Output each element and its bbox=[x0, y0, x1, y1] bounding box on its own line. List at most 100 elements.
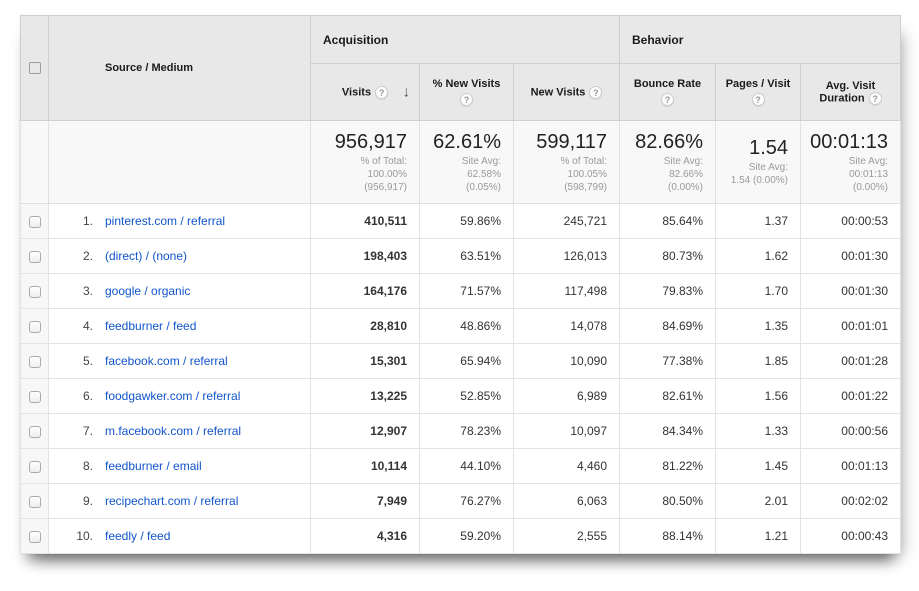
row-checkbox[interactable] bbox=[28, 390, 41, 403]
new-visits-cell: 6,989 bbox=[512, 378, 621, 414]
select-all-checkbox-cell bbox=[20, 15, 49, 121]
table-row: 10. feedly / feed 4,316 59.20% 2,555 88.1… bbox=[20, 518, 902, 554]
pages-visit-cell: 1.37 bbox=[715, 203, 802, 239]
pages-visit-cell: 1.70 bbox=[715, 273, 802, 309]
row-number: 2. bbox=[82, 249, 93, 263]
pages-visit-cell: 1.33 bbox=[715, 413, 802, 449]
row-number: 6. bbox=[82, 389, 93, 403]
summary-pct-new-visits-cell: 62.61% Site Avg: 62.58% (0.05%) bbox=[419, 120, 514, 204]
group-header-behavior: Behavior bbox=[619, 15, 902, 64]
row-checkbox-cell bbox=[20, 343, 49, 379]
help-icon[interactable]: ? bbox=[868, 91, 882, 105]
source-medium-cell: 10. feedly / feed bbox=[48, 518, 311, 554]
row-checkbox[interactable] bbox=[28, 495, 41, 508]
source-medium-link[interactable]: google / organic bbox=[105, 284, 191, 298]
row-checkbox[interactable] bbox=[28, 530, 41, 543]
row-checkbox-cell bbox=[20, 308, 49, 344]
bounce-rate-cell: 82.61% bbox=[619, 378, 717, 414]
summary-new-visits-value: 599,117 bbox=[536, 130, 608, 153]
column-header-bounce-rate[interactable]: Bounce Rate? bbox=[619, 63, 717, 121]
source-medium-cell: 3. google / organic bbox=[48, 273, 311, 309]
row-checkbox[interactable] bbox=[28, 250, 41, 263]
row-checkbox[interactable] bbox=[28, 460, 41, 473]
column-header-avg-visit-duration[interactable]: Avg. Visit Duration? bbox=[800, 63, 902, 121]
row-checkbox[interactable] bbox=[28, 355, 41, 368]
row-number: 4. bbox=[82, 319, 93, 333]
table-row: 3. google / organic 164,176 71.57% 117,49… bbox=[20, 273, 902, 309]
table-row: 7. m.facebook.com / referral 12,907 78.23… bbox=[20, 413, 902, 449]
bounce-rate-cell: 81.22% bbox=[619, 448, 717, 484]
source-medium-link[interactable]: facebook.com / referral bbox=[105, 354, 228, 368]
row-number: 1. bbox=[82, 214, 93, 228]
source-medium-link[interactable]: feedburner / feed bbox=[105, 319, 197, 333]
row-checkbox-cell bbox=[20, 518, 49, 554]
avg-duration-cell: 00:00:53 bbox=[800, 203, 902, 239]
avg-duration-cell: 00:01:13 bbox=[800, 448, 902, 484]
row-checkbox[interactable] bbox=[28, 215, 41, 228]
pct-new-visits-cell: 78.23% bbox=[419, 413, 514, 449]
select-all-checkbox[interactable] bbox=[28, 62, 41, 75]
summary-visits-cell: 956,917 % of Total: 100.00% (956,917) bbox=[310, 120, 420, 204]
new-visits-cell: 10,097 bbox=[512, 413, 621, 449]
pages-visit-cell: 1.45 bbox=[715, 448, 802, 484]
help-icon[interactable]: ? bbox=[589, 85, 603, 99]
source-medium-link[interactable]: (direct) / (none) bbox=[105, 249, 188, 263]
source-medium-link[interactable]: m.facebook.com / referral bbox=[105, 424, 242, 438]
table-header: Source / Medium Acquisition Behavior Vis… bbox=[20, 15, 902, 121]
help-icon[interactable]: ? bbox=[460, 93, 473, 106]
column-header-new-visits[interactable]: New Visits? bbox=[512, 63, 621, 121]
visits-cell: 28,810 bbox=[310, 308, 420, 344]
bounce-rate-cell: 77.38% bbox=[619, 343, 717, 379]
source-medium-link[interactable]: recipechart.com / referral bbox=[105, 494, 239, 508]
row-checkbox[interactable] bbox=[28, 285, 41, 298]
column-header-source-medium[interactable]: Source / Medium bbox=[48, 15, 311, 121]
row-checkbox[interactable] bbox=[28, 425, 41, 438]
avg-duration-cell: 00:00:56 bbox=[800, 413, 902, 449]
source-medium-link[interactable]: pinterest.com / referral bbox=[105, 214, 226, 228]
column-header-pages-visit[interactable]: Pages / Visit? bbox=[715, 63, 802, 121]
column-header-pct-new-visits[interactable]: % New Visits? bbox=[419, 63, 514, 121]
visits-cell: 198,403 bbox=[310, 238, 420, 274]
source-medium-table: Source / Medium Acquisition Behavior Vis… bbox=[20, 15, 902, 554]
visits-cell: 7,949 bbox=[310, 483, 420, 519]
summary-bounce-rate-cell: 82.66% Site Avg: 82.66% (0.00%) bbox=[619, 120, 717, 204]
source-medium-cell: 2. (direct) / (none) bbox=[48, 238, 311, 274]
source-medium-link[interactable]: feedly / feed bbox=[105, 529, 171, 543]
source-medium-cell: 7. m.facebook.com / referral bbox=[48, 413, 311, 449]
summary-pct-new-visits-subtext: Site Avg: 62.58% (0.05%) bbox=[461, 155, 501, 193]
help-icon[interactable]: ? bbox=[751, 93, 765, 106]
row-number: 3. bbox=[82, 284, 93, 298]
summary-checkbox-cell bbox=[20, 120, 49, 204]
avg-duration-cell: 00:00:43 bbox=[800, 518, 902, 554]
visits-label: Visits bbox=[341, 85, 372, 98]
pages-visit-cell: 1.21 bbox=[715, 518, 802, 554]
table-row: 6. foodgawker.com / referral 13,225 52.85… bbox=[20, 378, 902, 414]
help-icon[interactable]: ? bbox=[661, 93, 675, 106]
row-checkbox-cell bbox=[20, 413, 49, 449]
table-row: 8. feedburner / email 10,114 44.10% 4,460… bbox=[20, 448, 902, 484]
pct-new-visits-cell: 44.10% bbox=[419, 448, 514, 484]
column-header-visits[interactable]: Visits? ↓ bbox=[310, 63, 420, 121]
row-number: 5. bbox=[82, 354, 93, 368]
bounce-rate-label: Bounce Rate bbox=[633, 78, 702, 90]
avg-duration-cell: 00:01:01 bbox=[800, 308, 902, 344]
summary-new-visits-cell: 599,117 % of Total: 100.05% (598,799) bbox=[512, 120, 621, 204]
row-checkbox-cell bbox=[20, 273, 49, 309]
row-number: 8. bbox=[82, 459, 93, 473]
help-icon[interactable]: ? bbox=[375, 85, 389, 99]
group-header-acquisition: Acquisition bbox=[309, 15, 621, 64]
source-medium-link[interactable]: foodgawker.com / referral bbox=[105, 389, 241, 403]
pages-visit-cell: 1.85 bbox=[715, 343, 802, 379]
table-row: 2. (direct) / (none) 198,403 63.51% 126,0… bbox=[20, 238, 902, 274]
bounce-rate-cell: 84.69% bbox=[619, 308, 717, 344]
row-number: 7. bbox=[82, 424, 93, 438]
row-checkbox[interactable] bbox=[28, 320, 41, 333]
source-medium-link[interactable]: feedburner / email bbox=[105, 459, 202, 473]
row-checkbox-cell bbox=[20, 238, 49, 274]
row-checkbox-cell bbox=[20, 448, 49, 484]
sort-descending-icon: ↓ bbox=[402, 83, 411, 101]
table-body: 956,917 % of Total: 100.00% (956,917) 62… bbox=[20, 120, 902, 554]
visits-cell: 410,511 bbox=[310, 203, 420, 239]
pages-visit-cell: 2.01 bbox=[715, 483, 802, 519]
new-visits-cell: 245,721 bbox=[512, 203, 621, 239]
